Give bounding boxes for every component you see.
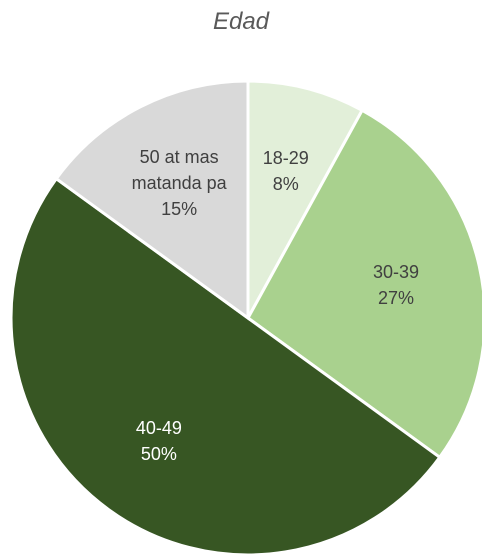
value-label: 50% xyxy=(140,443,177,464)
category-label: 50 at mas matanda pa xyxy=(131,146,227,193)
slice-label: 50 at mas matanda pa 15% xyxy=(114,144,244,222)
pie-slice xyxy=(54,79,250,321)
pie-slice xyxy=(246,108,482,460)
chart-title: Edad xyxy=(212,8,270,35)
value-label: 15% xyxy=(161,198,198,219)
pie-slice xyxy=(246,79,365,319)
category-label: 30-39 xyxy=(372,261,420,282)
value-label: 8% xyxy=(272,174,299,195)
value-label: 27% xyxy=(378,287,415,308)
category-label: 40-49 xyxy=(135,417,182,438)
category-label: 18-29 xyxy=(262,148,309,169)
slice-label: 18-29 8% xyxy=(221,145,351,197)
slice-label: 30-39 27% xyxy=(331,259,461,311)
slice-label: 40-49 50% xyxy=(94,415,224,467)
pie-slice xyxy=(9,176,442,556)
